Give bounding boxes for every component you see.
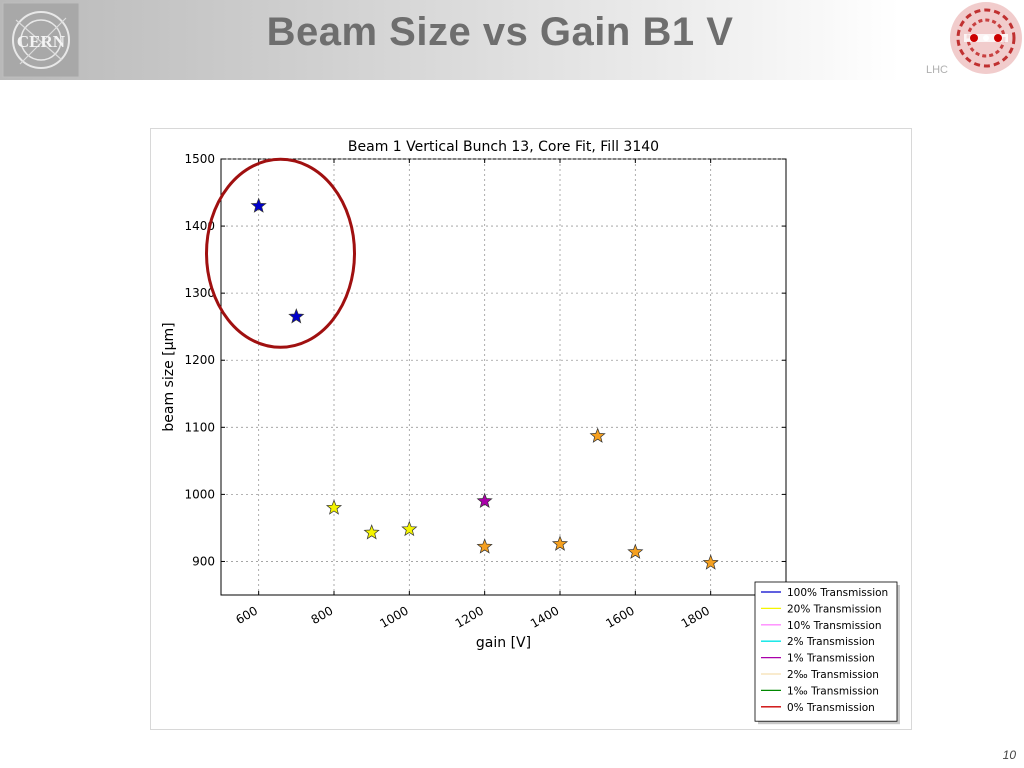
y-tick-label: 1100 xyxy=(184,420,215,434)
scatter-chart: Beam 1 Vertical Bunch 13, Core Fit, Fill… xyxy=(161,139,900,725)
y-tick-label: 1500 xyxy=(184,152,215,166)
y-tick-label: 1300 xyxy=(184,286,215,300)
data-point-star xyxy=(363,524,380,540)
legend-label: 100% Transmission xyxy=(787,587,888,599)
legend-label: 10% Transmission xyxy=(787,620,882,632)
legend-label: 2% Transmission xyxy=(787,636,875,648)
y-tick-label: 1200 xyxy=(184,353,215,367)
header-band xyxy=(0,0,900,80)
legend-label: 2‰ Transmission xyxy=(787,669,879,681)
y-tick-label: 900 xyxy=(192,554,215,568)
legend-box xyxy=(754,581,898,722)
data-point-star xyxy=(250,197,267,213)
page-number: 10 xyxy=(1002,748,1016,762)
x-tick-label: 600 xyxy=(233,603,260,627)
data-point-star xyxy=(702,554,719,570)
data-point-star xyxy=(401,520,418,537)
legend-label: 20% Transmission xyxy=(787,603,882,615)
cern-logo-text: CERN xyxy=(17,32,66,51)
x-tick-label: 1600 xyxy=(603,603,636,630)
x-tick-label: 800 xyxy=(309,603,336,627)
y-axis-label: beam size [μm] xyxy=(161,322,177,431)
data-point-star xyxy=(627,543,644,559)
x-tick-label: 1000 xyxy=(377,603,410,630)
chart-title: Beam 1 Vertical Bunch 13, Core Fit, Fill… xyxy=(348,139,659,155)
chart-frame: Beam 1 Vertical Bunch 13, Core Fit, Fill… xyxy=(150,128,912,730)
y-tick-label: 1000 xyxy=(184,487,215,501)
x-tick-label: 1400 xyxy=(528,603,561,630)
lhc-label: LHC xyxy=(926,64,949,76)
data-point-star xyxy=(589,427,606,443)
legend-label: 0% Transmission xyxy=(787,702,875,714)
x-tick-label: 1200 xyxy=(453,603,486,630)
x-axis-label: gain [V] xyxy=(476,635,531,651)
data-point-star xyxy=(476,538,493,554)
data-point-star xyxy=(476,492,493,509)
x-tick-label: 1800 xyxy=(679,603,712,630)
legend-label: 1‰ Transmission xyxy=(787,685,879,697)
lhc-logo xyxy=(950,2,1022,74)
data-point-star xyxy=(551,535,569,551)
data-point-star xyxy=(288,308,305,324)
highlight-ellipse xyxy=(205,157,356,349)
legend-label: 1% Transmission xyxy=(787,653,875,665)
data-point-star xyxy=(325,499,343,515)
slide-title: Beam Size vs Gain B1 V xyxy=(266,10,734,54)
plot-area xyxy=(220,158,787,596)
cern-logo: CERN xyxy=(2,2,80,78)
